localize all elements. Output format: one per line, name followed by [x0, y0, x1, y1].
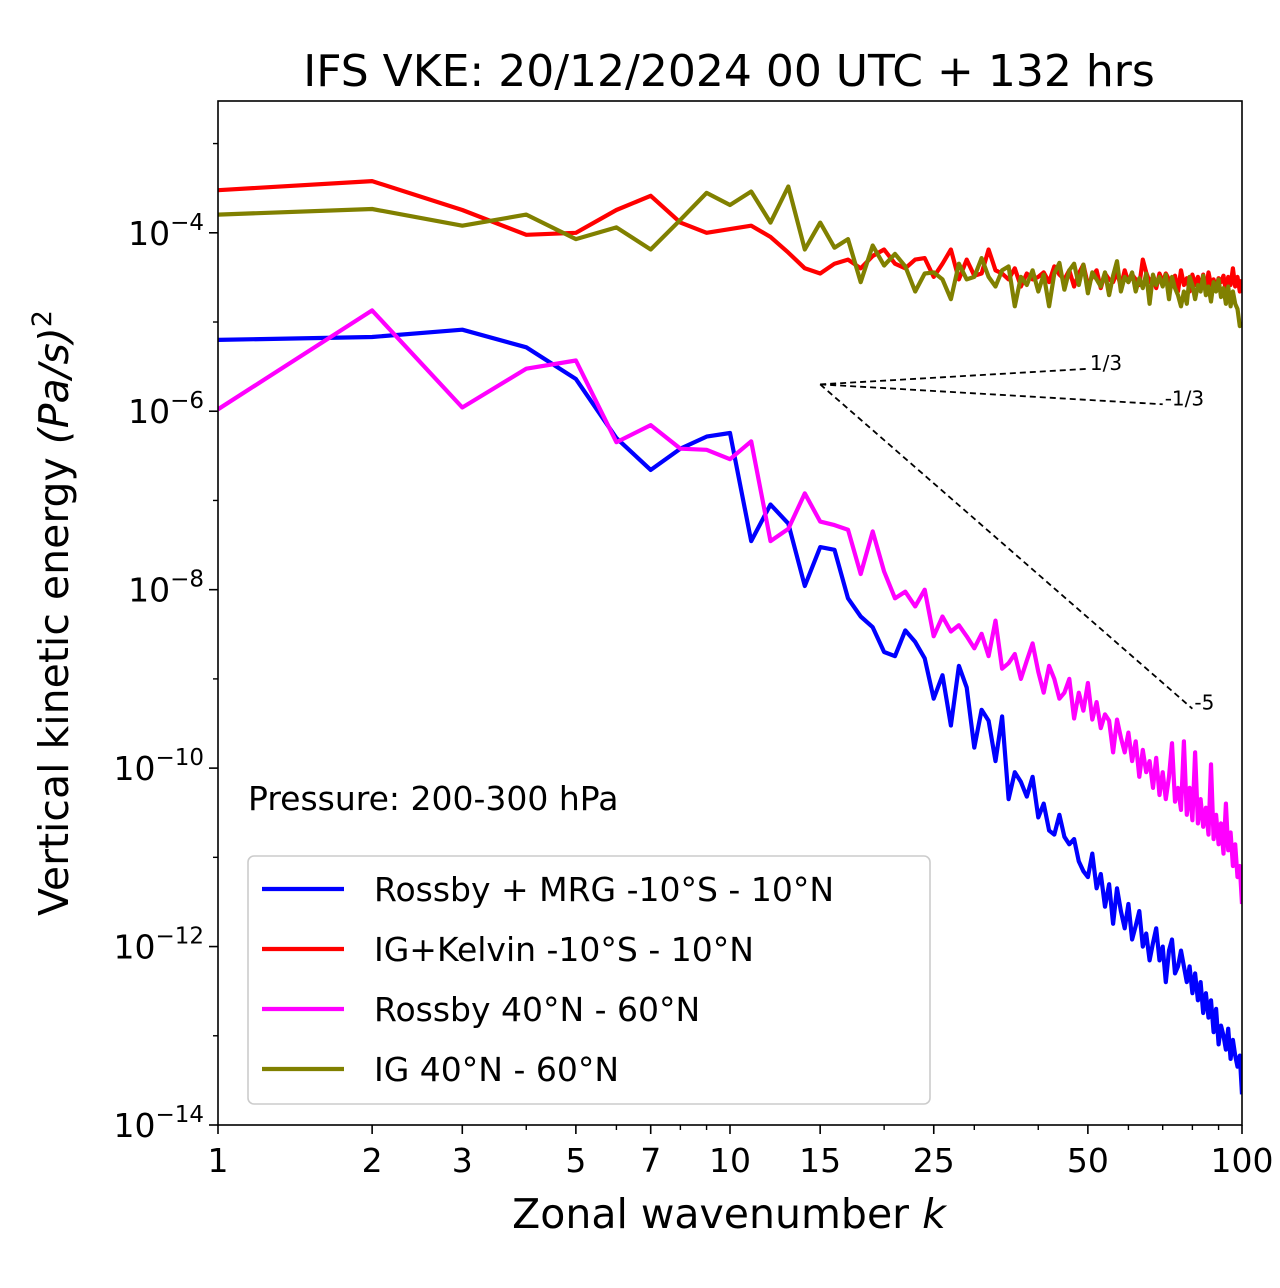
reference-line-1 [820, 367, 1088, 386]
x-axis-ticks: 1 2 3 5 7 10 15 25 50 100 [208, 1125, 1274, 1180]
x-tick-label: 50 [1067, 1141, 1109, 1180]
y-tick-label: 10−10 [113, 745, 204, 788]
legend-label-3: Rossby 40°N - 60°N [374, 990, 700, 1029]
x-tick-label: 7 [640, 1141, 661, 1180]
chart-title: IFS VKE: 20/12/2024 00 UTC + 132 hrs [303, 46, 1155, 97]
y-tick-label: 10−14 [113, 1102, 204, 1145]
pressure-annotation: Pressure: 200-300 hPa [248, 779, 618, 818]
y-tick-label: 10−12 [113, 924, 204, 967]
x-axis-label: Zonal wavenumber k [512, 1190, 948, 1238]
x-axis-label-text: Zonal wavenumber [512, 1190, 909, 1238]
y-tick-label: 10−8 [128, 567, 204, 610]
y-axis-label-exponent: 2 [27, 310, 58, 327]
reference-line-label-3: -5 [1194, 691, 1214, 715]
y-tick-label: 10−6 [128, 388, 204, 431]
y-tick-label: 10−4 [128, 210, 204, 253]
legend: Rossby + MRG -10°S - 10°N IG+Kelvin -10°S… [247, 855, 931, 1105]
y-axis-label-unit: (Pa/s) [30, 327, 78, 444]
x-tick-label: 10 [709, 1141, 751, 1180]
x-tick-label: 15 [799, 1141, 841, 1180]
series-line-3 [218, 308, 1242, 905]
reference-line-2 [820, 383, 1163, 406]
x-tick-label: 5 [565, 1141, 586, 1180]
x-tick-label: 2 [362, 1141, 383, 1180]
y-axis-label-text: Vertical kinetic energy [30, 457, 78, 916]
y-axis-ticks: 10−14 10−12 10−10 10−8 10−6 10−4 [113, 142, 218, 1145]
x-tick-label: 25 [913, 1141, 955, 1180]
series-line-4 [218, 184, 1242, 329]
series-line-1 [218, 327, 1242, 1095]
x-tick-label: 3 [452, 1141, 473, 1180]
x-tick-label: 100 [1211, 1141, 1274, 1180]
legend-box [247, 855, 931, 1105]
series-lines [218, 179, 1242, 1095]
legend-label-2: IG+Kelvin -10°S - 10°N [374, 930, 754, 969]
reference-lines [819, 367, 1193, 710]
reference-line-label-1: 1/3 [1090, 351, 1122, 375]
x-axis-label-variable: k [922, 1190, 948, 1238]
reference-line-3 [819, 383, 1193, 710]
legend-label-4: IG 40°N - 60°N [374, 1050, 619, 1089]
y-axis-label: Vertical kinetic energy (Pa/s)2 [27, 310, 78, 916]
reference-line-label-2: -1/3 [1165, 386, 1204, 410]
legend-label-1: Rossby + MRG -10°S - 10°N [374, 870, 834, 909]
reference-line-labels: 1/3 -1/3 -5 [1090, 351, 1214, 715]
x-tick-label: 1 [208, 1141, 229, 1180]
